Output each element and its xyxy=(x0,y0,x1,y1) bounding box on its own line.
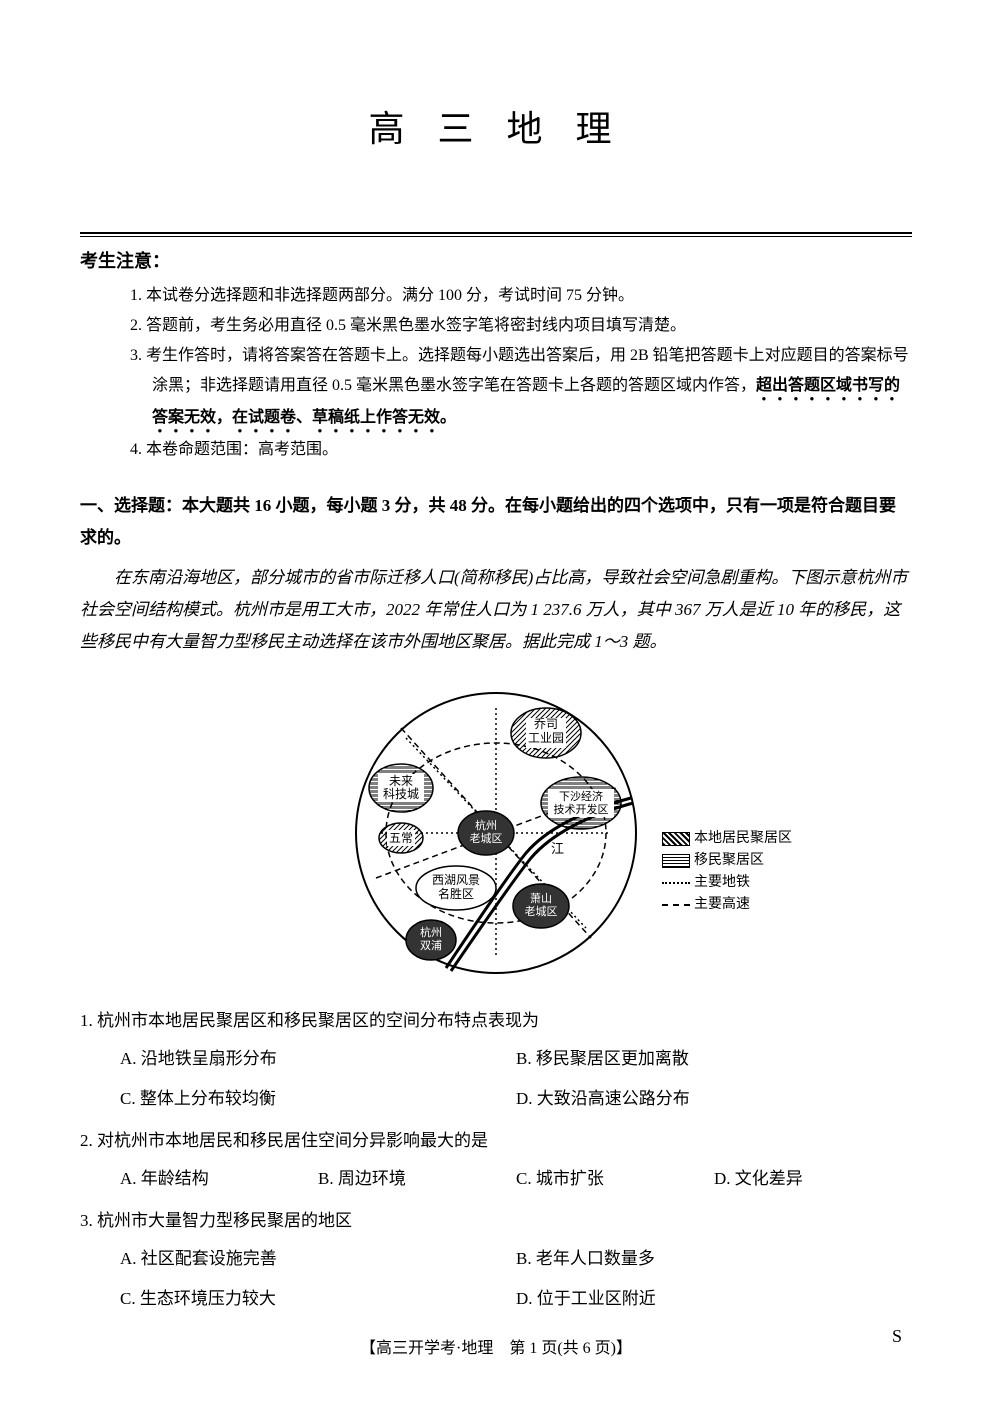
svg-text:五常: 五常 xyxy=(389,831,413,845)
notice-list: 1. 本试卷分选择题和非选择题两部分。满分 100 分，考试时间 75 分钟。 … xyxy=(80,281,912,465)
option[interactable]: C. 生态环境压力较大 xyxy=(120,1279,516,1319)
node-hangzhou-old: 杭州 老城区 xyxy=(458,811,514,855)
option[interactable]: B. 周边环境 xyxy=(318,1159,516,1199)
svg-text:老城区: 老城区 xyxy=(470,832,503,845)
divider-line xyxy=(80,232,912,237)
question-2-stem: 2. 对杭州市本地居民和移民居住空间分异影响最大的是 xyxy=(80,1123,912,1159)
svg-text:乔司: 乔司 xyxy=(534,717,558,731)
legend-label: 主要高速 xyxy=(694,894,750,916)
node-xiaoshan: 萧山 老城区 xyxy=(513,884,569,928)
svg-text:西湖风景: 西湖风景 xyxy=(432,872,480,887)
question-3-stem: 3. 杭州市大量智力型移民聚居的地区 xyxy=(80,1203,912,1239)
page-footer: 【高三开学考·地理 第 1 页(共 6 页)】 xyxy=(80,1334,912,1358)
legend-item: 本地居民聚居区 xyxy=(662,828,792,850)
option[interactable]: D. 位于工业区附近 xyxy=(516,1279,912,1319)
notice-header: 考生注意： xyxy=(80,247,912,273)
svg-text:名胜区: 名胜区 xyxy=(438,886,474,901)
notice-item: 1. 本试卷分选择题和非选择题两部分。满分 100 分，考试时间 75 分钟。 xyxy=(130,281,912,311)
legend-item: 主要高速 xyxy=(662,894,792,916)
svg-text:未来: 未来 xyxy=(389,774,413,788)
river-label: 江 xyxy=(551,841,564,856)
option[interactable]: A. 社区配套设施完善 xyxy=(120,1239,516,1279)
notice-item: 4. 本卷命题范围：高考范围。 xyxy=(130,435,912,465)
node-shuangpu: 杭州 双浦 xyxy=(406,920,456,960)
option[interactable]: B. 移民聚居区更加离散 xyxy=(516,1039,912,1079)
svg-text:老城区: 老城区 xyxy=(525,905,558,918)
option[interactable]: B. 老年人口数量多 xyxy=(516,1239,912,1279)
node-xihu: 西湖风景 名胜区 xyxy=(416,866,496,910)
legend-swatch-crosshatched xyxy=(662,854,690,868)
exam-title: 高 三 地 理 xyxy=(80,100,912,152)
option[interactable]: D. 大致沿高速公路分布 xyxy=(516,1079,912,1119)
node-wuchang: 五常 xyxy=(379,823,423,853)
notice-item: 2. 答题前，考生务必用直径 0.5 毫米黑色墨水签字笔将密封线内项目填写清楚。 xyxy=(130,311,912,341)
option[interactable]: A. 沿地铁呈扇形分布 xyxy=(120,1039,516,1079)
passage-text: 在东南沿海地区，部分城市的省市际迁移人口(简称移民)占比高，导致社会空间急剧重构… xyxy=(80,562,912,658)
svg-text:科技城: 科技城 xyxy=(383,787,419,801)
page-mark: S xyxy=(892,1326,902,1347)
section-header: 一、选择题：本大题共 16 小题，每小题 3 分，共 48 分。在每小题给出的四… xyxy=(80,490,912,554)
svg-text:萧山: 萧山 xyxy=(530,892,552,905)
svg-text:下沙经济: 下沙经济 xyxy=(559,789,603,803)
legend-label: 本地居民聚居区 xyxy=(694,828,792,850)
question-3-options: A. 社区配套设施完善 B. 老年人口数量多 C. 生态环境压力较大 D. 位于… xyxy=(80,1239,912,1319)
question-1-stem: 1. 杭州市本地居民聚居区和移民聚居区的空间分布特点表现为 xyxy=(80,1003,912,1039)
legend-line-dashed xyxy=(662,898,690,912)
legend-item: 主要地铁 xyxy=(662,872,792,894)
svg-text:技术开发区: 技术开发区 xyxy=(554,802,609,816)
option[interactable]: D. 文化差异 xyxy=(714,1159,912,1199)
legend-item: 移民聚居区 xyxy=(662,850,792,872)
svg-text:工业园: 工业园 xyxy=(528,731,564,745)
svg-text:杭州: 杭州 xyxy=(475,818,497,832)
legend-label: 主要地铁 xyxy=(694,872,750,894)
svg-text:双浦: 双浦 xyxy=(420,939,442,952)
node-future-tech: 未来 科技城 xyxy=(369,764,433,812)
option[interactable]: A. 年龄结构 xyxy=(120,1159,318,1199)
notice-item: 3. 考生作答时，请将答案答在答题卡上。选择题每小题选出答案后，用 2B 铅笔把… xyxy=(130,341,912,435)
spatial-structure-diagram: 江 乔司 工业园 未来 科技城 xyxy=(326,678,666,983)
node-qiaosi: 乔司 工业园 xyxy=(511,708,581,758)
legend: 本地居民聚居区 移民聚居区 主要地铁 主要高速 xyxy=(662,828,792,916)
legend-swatch-hatched xyxy=(662,832,690,846)
svg-text:杭州: 杭州 xyxy=(420,925,442,939)
diagram-container: 江 乔司 工业园 未来 科技城 xyxy=(80,678,912,983)
option[interactable]: C. 城市扩张 xyxy=(516,1159,714,1199)
legend-line-dotted xyxy=(662,876,690,890)
legend-label: 移民聚居区 xyxy=(694,850,764,872)
node-xiasha: 下沙经济 技术开发区 xyxy=(541,777,621,829)
question-1-options: A. 沿地铁呈扇形分布 B. 移民聚居区更加离散 C. 整体上分布较均衡 D. … xyxy=(80,1039,912,1119)
option[interactable]: C. 整体上分布较均衡 xyxy=(120,1079,516,1119)
question-2-options: A. 年龄结构 B. 周边环境 C. 城市扩张 D. 文化差异 xyxy=(80,1159,912,1199)
